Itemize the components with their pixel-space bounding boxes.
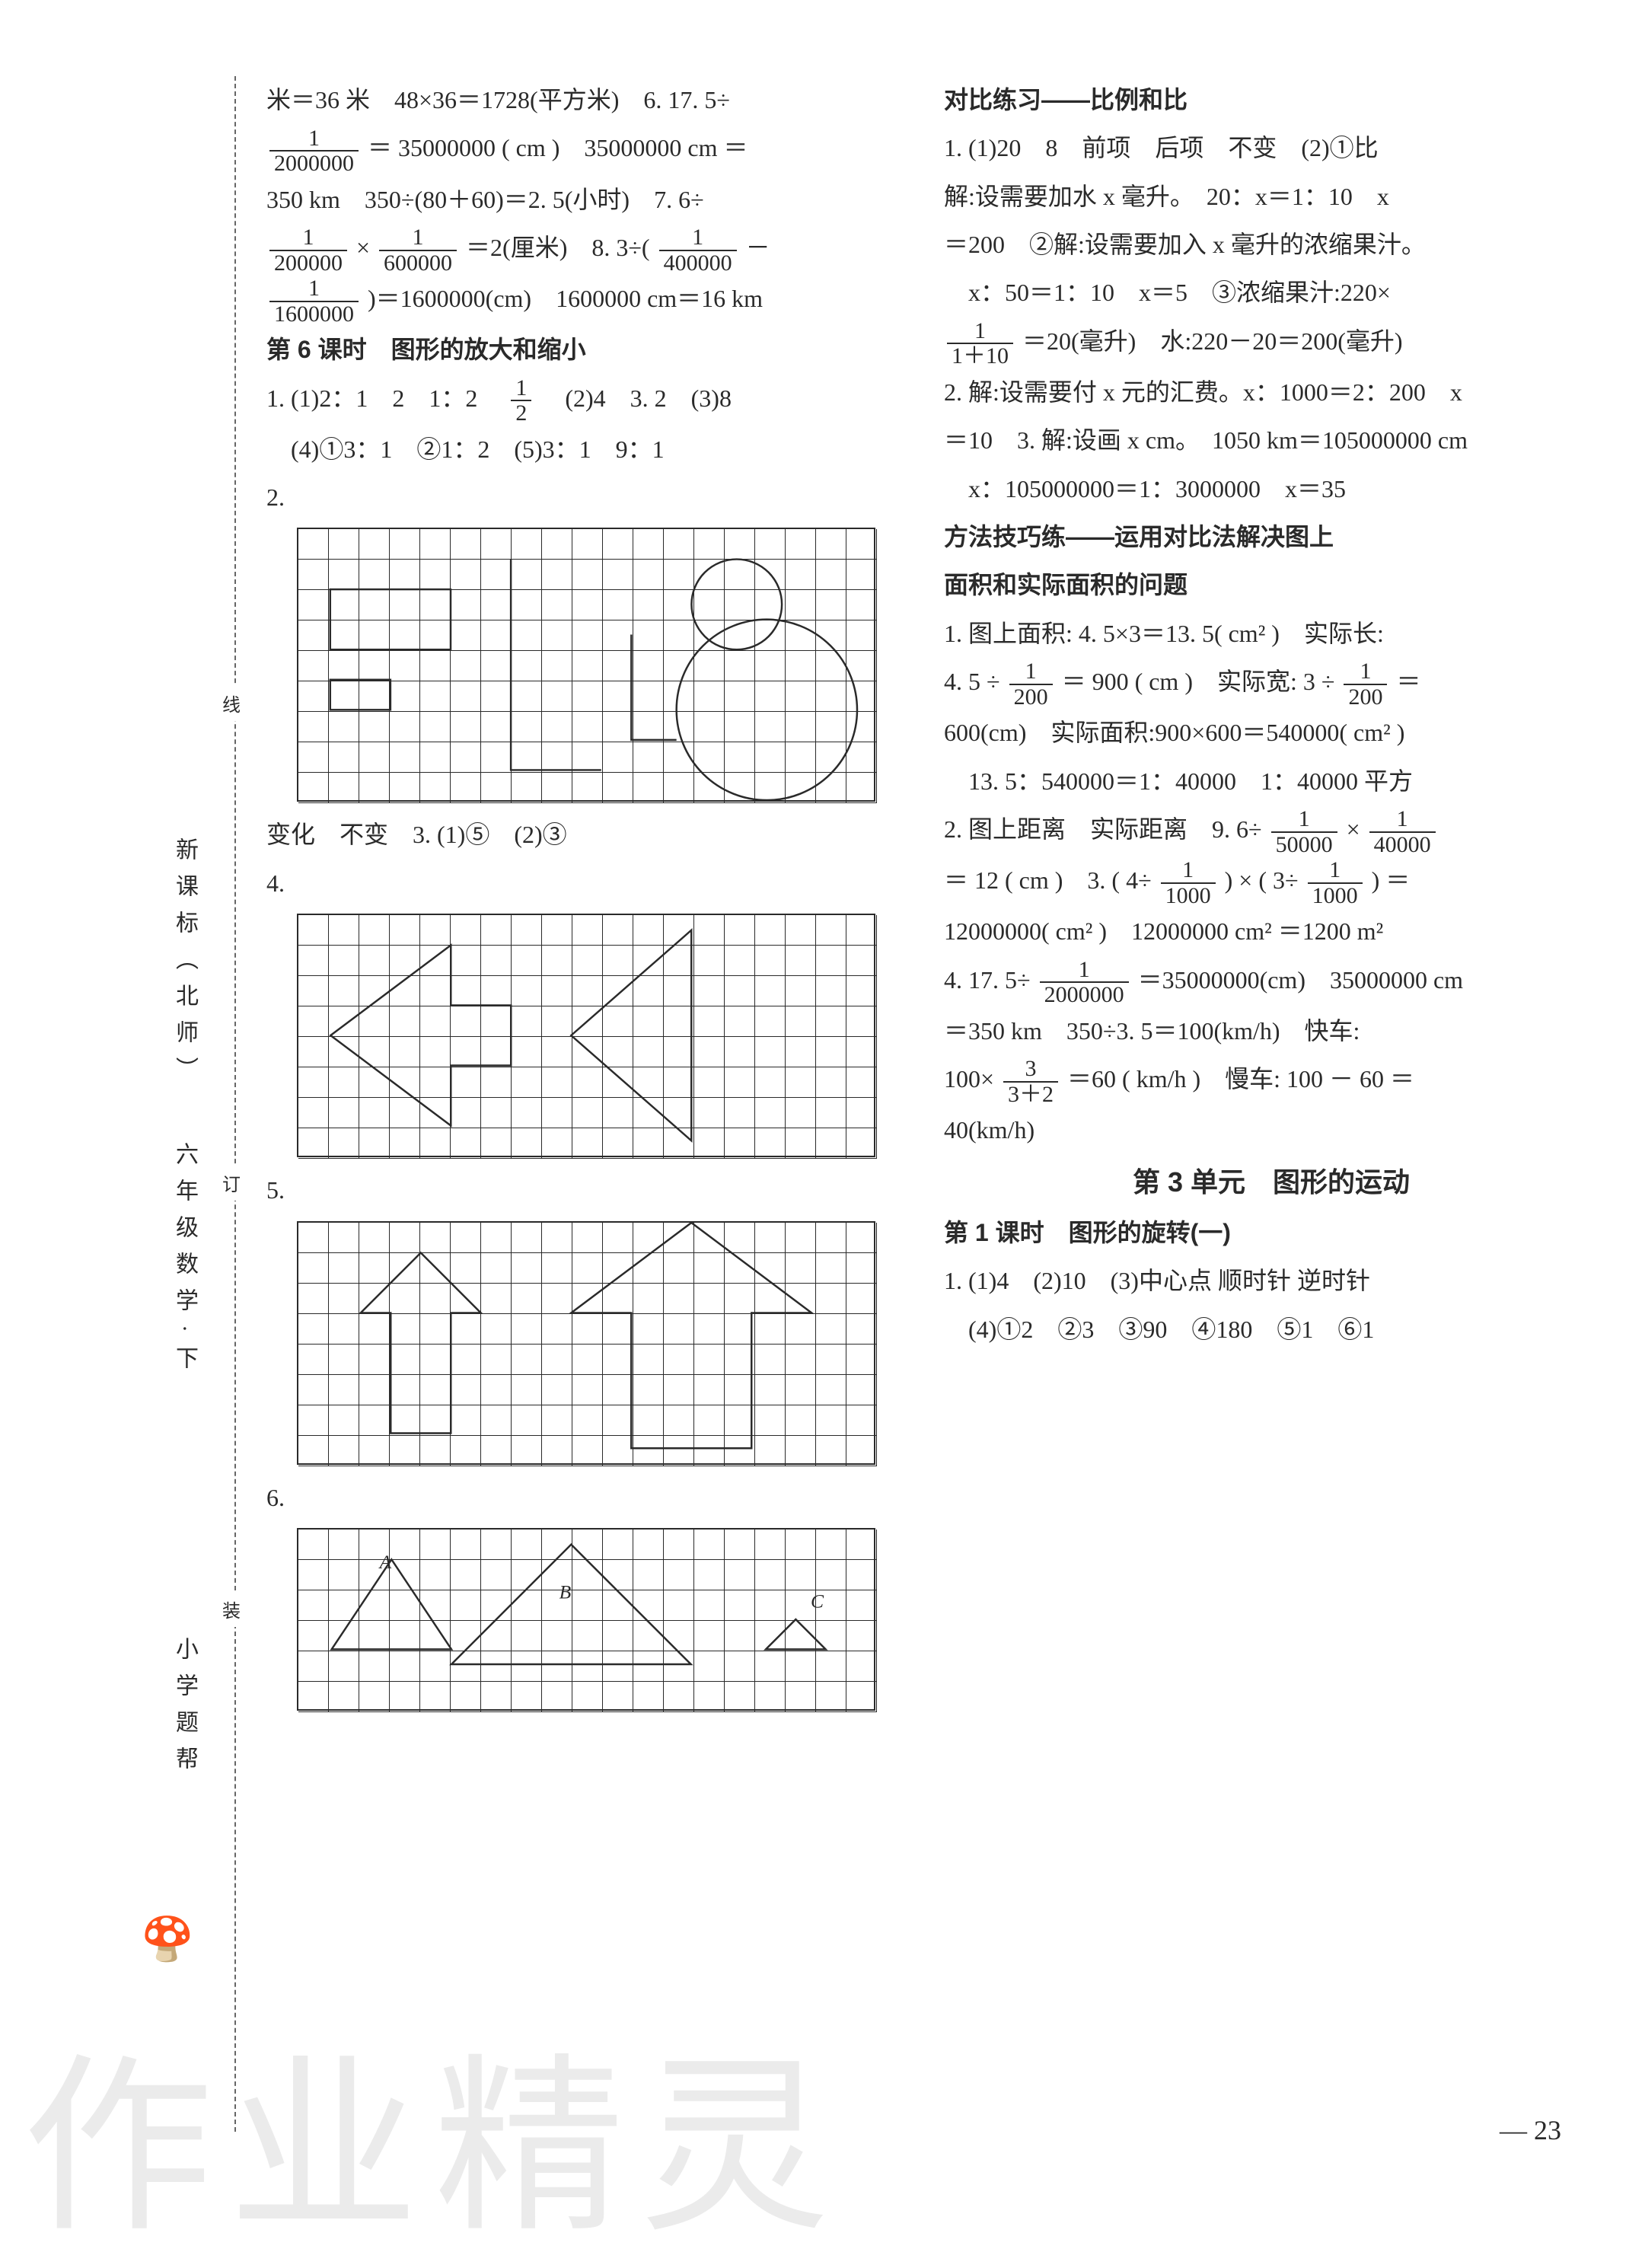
l-line: 12000000 ＝ 35000000 ( cm ) 35000000 cm ＝ (266, 124, 921, 175)
text: 100× (944, 1065, 994, 1093)
r-line: ＝200 ②解:设需要加入 x 毫升的浓缩果汁。 (944, 221, 1599, 269)
text: ＝20(毫升) 水:220－20＝200(毫升) (1022, 327, 1403, 355)
fraction: 1200 (1341, 659, 1390, 709)
l-line: 变化 不变 3. (1)⑤ (2)③ (266, 811, 921, 859)
r-line: (4)①2 ②3 ③90 ④180 ⑤1 ⑥1 (944, 1306, 1599, 1354)
l-line: 1200000 × 1600000 ＝2(厘米) 8. 3÷( 1400000 … (266, 224, 921, 275)
r-line: ＝ 12 ( cm ) 3. ( 4÷ 11000 ) × ( 3÷ 11000… (944, 856, 1599, 908)
r-line: 600(cm) 实际面积:900×600＝540000( cm² ) (944, 709, 1599, 757)
text: 2. 图上距离 实际距离 9. 6÷ (944, 815, 1262, 843)
fraction: 1200000 (266, 225, 350, 275)
fraction: 140000 (1366, 807, 1439, 856)
fraction: 12 (508, 376, 534, 426)
text: ＝2(厘米) 8. 3÷( (466, 234, 650, 261)
fraction: 11＋10 (944, 319, 1016, 368)
fraction: 1200 (1006, 659, 1056, 709)
text: ＝35000000(cm) 35000000 cm (1138, 966, 1464, 994)
r-line: 40(km/h) (944, 1106, 1599, 1154)
spine-label-mid: 六年级数学·下 (167, 1142, 201, 1383)
mushroom-icon: 🍄 (141, 1914, 194, 1964)
l-line: (4)①3：1 ②1：2 (5)3：1 9：1 (266, 426, 921, 474)
r-line: x：105000000＝1：3000000 x＝35 (944, 465, 1599, 513)
r-line: 解:设需要加水 x 毫升。 20：x＝1：10 x (944, 173, 1599, 221)
page: 新课标（北师） 六年级数学·下 小学题帮 🍄 线 订 装 米＝36 米 48×3… (152, 76, 1599, 2132)
text: × (1347, 815, 1360, 843)
r-line: 2. 解:设需要付 x 元的汇费。x：1000＝2：200 x (944, 368, 1599, 416)
text: ＝ 35000000 ( cm ) 35000000 cm ＝ (368, 134, 748, 161)
l-line: 350 km 350÷(80＋60)＝2. 5(小时) 7. 6÷ (266, 176, 921, 224)
text: － (746, 234, 770, 261)
spine-label-top: 新课标（北师） (167, 837, 201, 1093)
text: ＝60 ( km/h ) 慢车: 100 － 60 ＝ (1067, 1065, 1414, 1093)
fraction: 11000 (1158, 858, 1219, 908)
fold-marker-zhuang: 装 (222, 1591, 241, 1627)
r-line: 1. (1)20 8 前项 后项 不变 (2)①比 (944, 124, 1599, 172)
grid-figure-2 (297, 528, 875, 802)
grid-figure-6: A B C (297, 1528, 875, 1711)
r-line: ＝350 km 350÷3. 5＝100(km/h) 快车: (944, 1007, 1599, 1055)
heading-method: 方法技巧练——运用对比法解决图上 (944, 513, 1599, 561)
r-line: 4. 17. 5÷ 12000000 ＝35000000(cm) 3500000… (944, 956, 1599, 1007)
heading-compare: 对比练习——比例和比 (944, 76, 1599, 124)
heading-unit3: 第 3 单元 图形的运动 (944, 1155, 1599, 1209)
l-line: 6. (266, 1474, 921, 1522)
page-number: — 23 (1500, 2114, 1561, 2146)
l-line: 2. (266, 474, 921, 522)
r-line: 11＋10 ＝20(毫升) 水:220－20＝200(毫升) (944, 317, 1599, 368)
svg-text:B: B (559, 1581, 572, 1603)
l-line: 4. (266, 860, 921, 908)
r-line: ＝10 3. 解:设画 x cm。 1050 km＝105000000 cm (944, 416, 1599, 464)
grid-figure-4 (297, 914, 875, 1157)
fraction: 11000 (1305, 858, 1366, 908)
l-line: 1. (1)2：1 2 1：2 12 (2)4 3. 2 (3)8 (266, 375, 921, 426)
text: ) ＝ (1372, 866, 1411, 894)
text: 4. 5 ÷ (944, 668, 1000, 695)
spine-label-bot: 小学题帮 (167, 1637, 201, 1783)
fraction: 150000 (1268, 807, 1341, 856)
right-column: 对比练习——比例和比 1. (1)20 8 前项 后项 不变 (2)①比 解:设… (944, 76, 1599, 2132)
r-line: 2. 图上距离 实际距离 9. 6÷ 150000 × 140000 (944, 805, 1599, 856)
r-line: 12000000( cm² ) 12000000 cm² ＝1200 m² (944, 908, 1599, 955)
heading-lesson1: 第 1 课时 图形的旋转(一) (944, 1209, 1599, 1257)
heading-method-2: 面积和实际面积的问题 (944, 561, 1599, 609)
text: ) × ( 3÷ (1225, 866, 1299, 894)
text: 4. 17. 5÷ (944, 966, 1031, 994)
text: )＝1600000(cm) 1600000 cm＝16 km (368, 285, 763, 312)
grid-figure-5 (297, 1221, 875, 1465)
fold-marker-xian: 线 (222, 685, 241, 721)
text: ＝ 900 ( cm ) 实际宽: 3 ÷ (1062, 668, 1335, 695)
fraction: 1400000 (656, 225, 740, 275)
binding-margin: 新课标（北师） 六年级数学·下 小学题帮 🍄 线 订 装 (152, 76, 236, 2132)
fraction: 11600000 (266, 276, 362, 326)
svg-text:A: A (378, 1551, 392, 1573)
text: × (356, 234, 370, 261)
left-column: 米＝36 米 48×36＝1728(平方米) 6. 17. 5÷ 1200000… (266, 76, 921, 2132)
text: (2)4 3. 2 (3)8 (540, 384, 732, 412)
columns: 米＝36 米 48×36＝1728(平方米) 6. 17. 5÷ 1200000… (266, 76, 1599, 2132)
r-line: 4. 5 ÷ 1200 ＝ 900 ( cm ) 实际宽: 3 ÷ 1200 ＝ (944, 658, 1599, 709)
svg-text:C: C (811, 1590, 824, 1612)
l-line: 米＝36 米 48×36＝1728(平方米) 6. 17. 5÷ (266, 76, 921, 124)
r-line: 13. 5：540000＝1：40000 1：40000 平方 (944, 758, 1599, 805)
r-line: 1. (1)4 (2)10 (3)中心点 顺时针 逆时针 (944, 1257, 1599, 1305)
r-line: 100× 33＋2 ＝60 ( km/h ) 慢车: 100 － 60 ＝ (944, 1055, 1599, 1106)
fraction: 33＋2 (1000, 1057, 1061, 1106)
r-line: 1. 图上面积: 4. 5×3＝13. 5( cm² ) 实际长: (944, 610, 1599, 658)
fraction: 12000000 (266, 126, 362, 176)
heading-lesson6: 第 6 课时 图形的放大和缩小 (266, 326, 921, 374)
fraction: 1600000 (376, 225, 460, 275)
fraction: 12000000 (1037, 958, 1132, 1007)
text: ＝ 12 ( cm ) 3. ( 4÷ (944, 866, 1152, 894)
fold-marker-ding: 订 (222, 1165, 241, 1201)
l-line: 11600000 )＝1600000(cm) 1600000 cm＝16 km (266, 275, 921, 326)
text: 1. (1)2：1 2 1：2 (266, 384, 502, 412)
l-line: 5. (266, 1166, 921, 1214)
r-line: x：50＝1：10 x＝5 ③浓缩果汁:220× (944, 269, 1599, 317)
text: ＝ (1396, 668, 1420, 695)
